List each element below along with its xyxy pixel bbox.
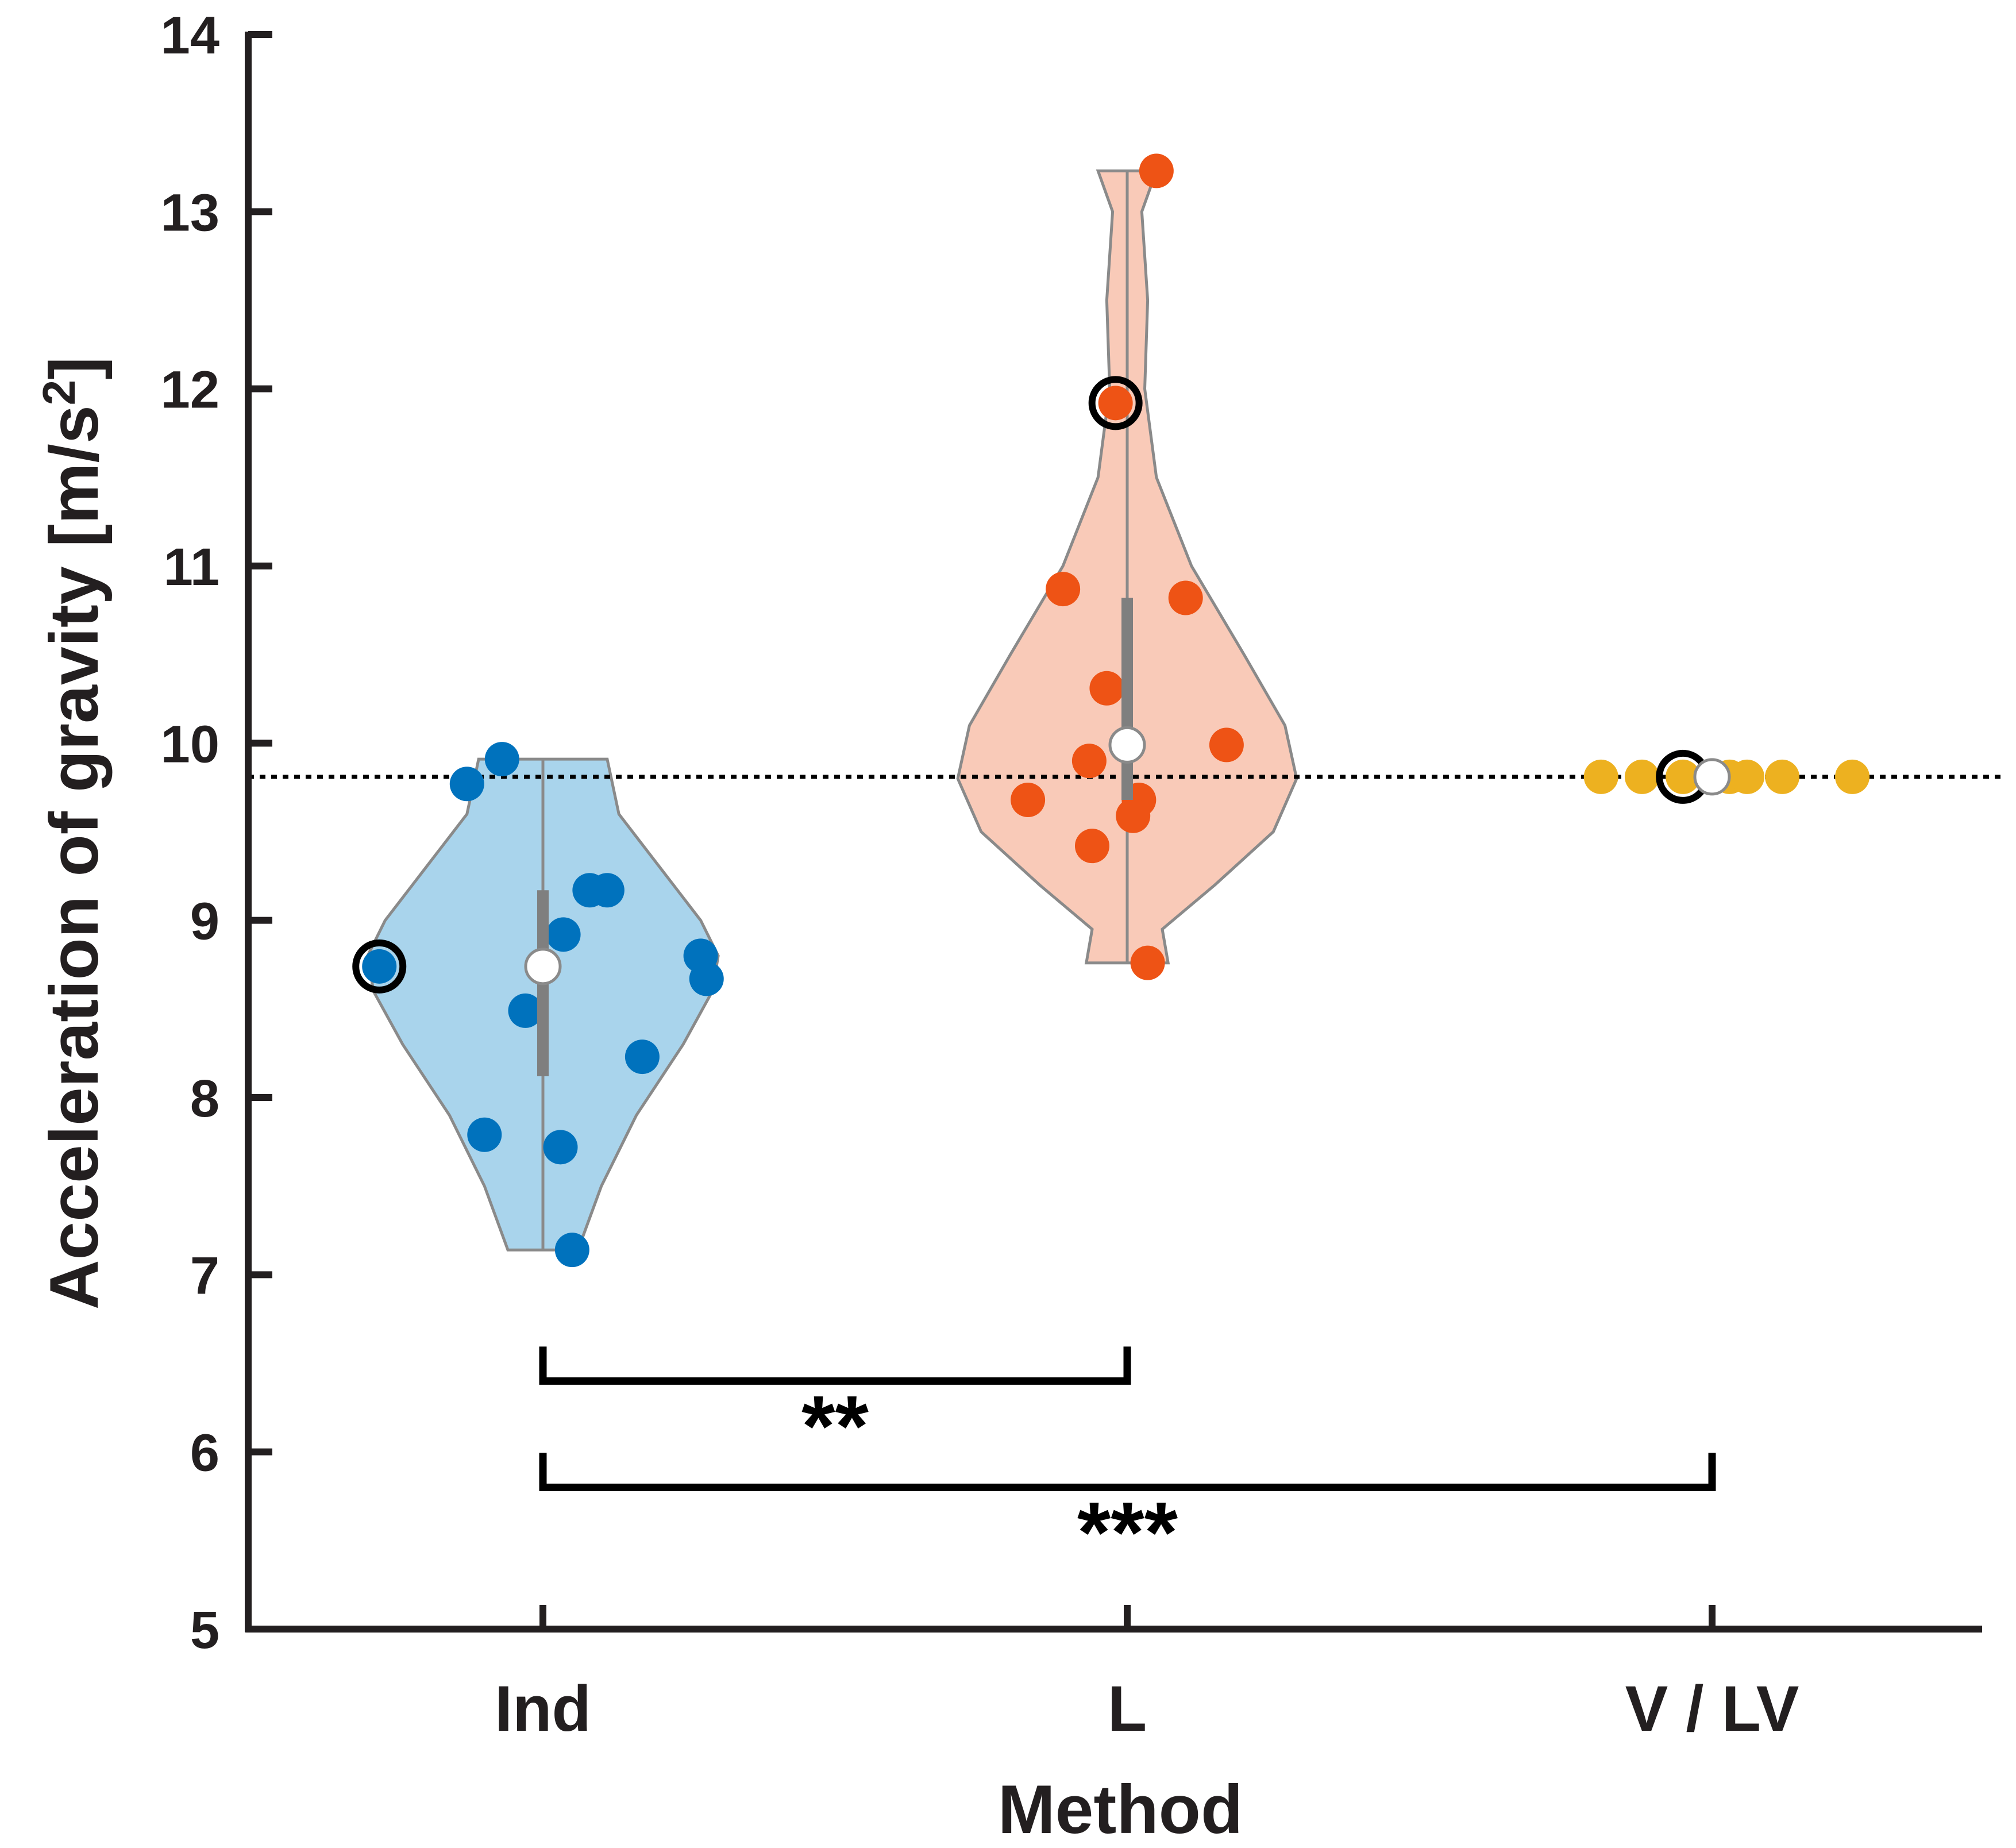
y-axis-title: Acceleration of gravity [m/s2]	[33, 357, 113, 1310]
data-point	[1765, 759, 1800, 794]
y-axis-title-main: Acceleration of gravity [m/s	[36, 405, 113, 1310]
data-point	[625, 1040, 660, 1075]
y-tick-label: 8	[190, 1069, 219, 1128]
data-point	[484, 742, 519, 777]
data-point	[467, 1117, 502, 1152]
data-point	[1074, 829, 1109, 864]
axes-layer: 5 6 7 8 9 10 11 12 13 14 Ind L V / LV	[161, 6, 1982, 1745]
data-point	[449, 767, 484, 802]
median-marker	[1693, 758, 1731, 796]
data-point	[546, 917, 581, 952]
data-point	[1046, 572, 1081, 607]
significance-label: **	[801, 1377, 869, 1474]
y-tick-label: 9	[190, 892, 219, 951]
y-tick-label: 6	[190, 1424, 219, 1483]
y-axis-title-superscript: 2	[33, 380, 84, 406]
x-axis-title: Method	[998, 1771, 1243, 1848]
data-points-layer	[352, 153, 1870, 1268]
x-tick-label: V / LV	[1625, 1673, 1799, 1745]
violin-layer	[366, 169, 1298, 1252]
significance-bracket	[539, 1346, 1131, 1385]
data-point	[1209, 727, 1244, 763]
data-point	[1624, 759, 1659, 794]
data-point	[1089, 671, 1124, 706]
y-tick-label: 13	[161, 183, 219, 242]
data-point	[1666, 759, 1701, 794]
y-tick-label: 10	[161, 715, 219, 773]
data-point	[1130, 945, 1165, 980]
data-point	[1011, 783, 1046, 817]
y-tick-label: 11	[164, 538, 219, 596]
data-point	[689, 961, 724, 996]
significance-label: ***	[1077, 1484, 1178, 1580]
data-point	[1139, 153, 1174, 188]
data-point	[1116, 798, 1151, 833]
median-iqr-layer	[524, 598, 1731, 1076]
highlighted-point-ring	[1088, 376, 1143, 430]
x-tick-label: L	[1108, 1673, 1147, 1745]
x-tick-label: Ind	[495, 1673, 591, 1745]
data-point	[1168, 580, 1203, 615]
data-point	[362, 949, 397, 984]
median-marker	[524, 948, 562, 985]
y-tick-label: 5	[190, 1601, 219, 1660]
data-point	[554, 1233, 589, 1268]
highlighted-point-ring	[352, 939, 407, 994]
significance-layer: *****	[539, 1346, 1716, 1580]
data-point	[508, 993, 543, 1028]
y-axis-title-close: ]	[36, 357, 113, 380]
data-point	[589, 873, 625, 908]
data-point	[1098, 386, 1133, 421]
data-point	[1583, 759, 1618, 794]
data-point	[1835, 759, 1870, 794]
y-tick-label: 14	[161, 6, 219, 65]
y-tick-label: 12	[161, 361, 219, 419]
data-point	[1730, 759, 1765, 794]
y-tick-label: 7	[190, 1246, 219, 1305]
median-marker	[1108, 726, 1146, 764]
data-point	[1071, 744, 1107, 779]
data-point	[543, 1130, 578, 1165]
significance-bracket	[539, 1453, 1716, 1491]
